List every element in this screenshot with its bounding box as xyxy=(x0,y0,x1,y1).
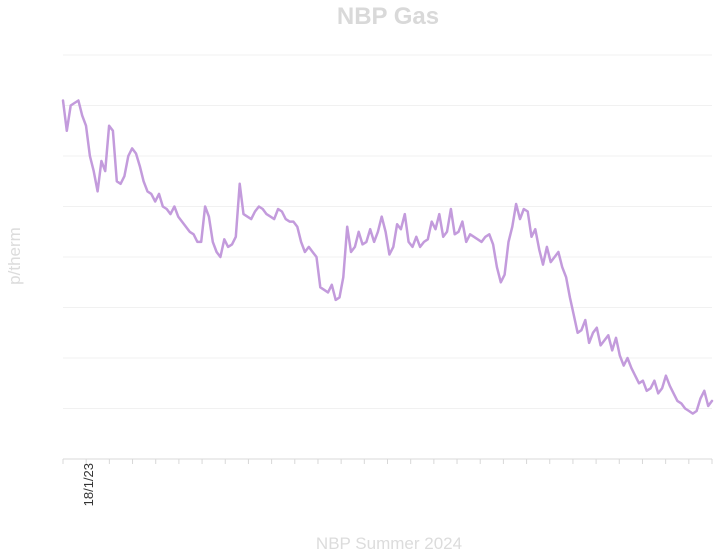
x-axis-title: NBP Summer 2024 xyxy=(316,534,462,553)
gridlines xyxy=(63,54,712,409)
chart-title: NBP Gas xyxy=(337,3,439,30)
x-tick-label: 18/1/23 xyxy=(81,463,96,506)
x-axis-ticks xyxy=(62,459,713,464)
y-axis-title: p/therm xyxy=(5,227,24,285)
series-line xyxy=(61,99,714,415)
